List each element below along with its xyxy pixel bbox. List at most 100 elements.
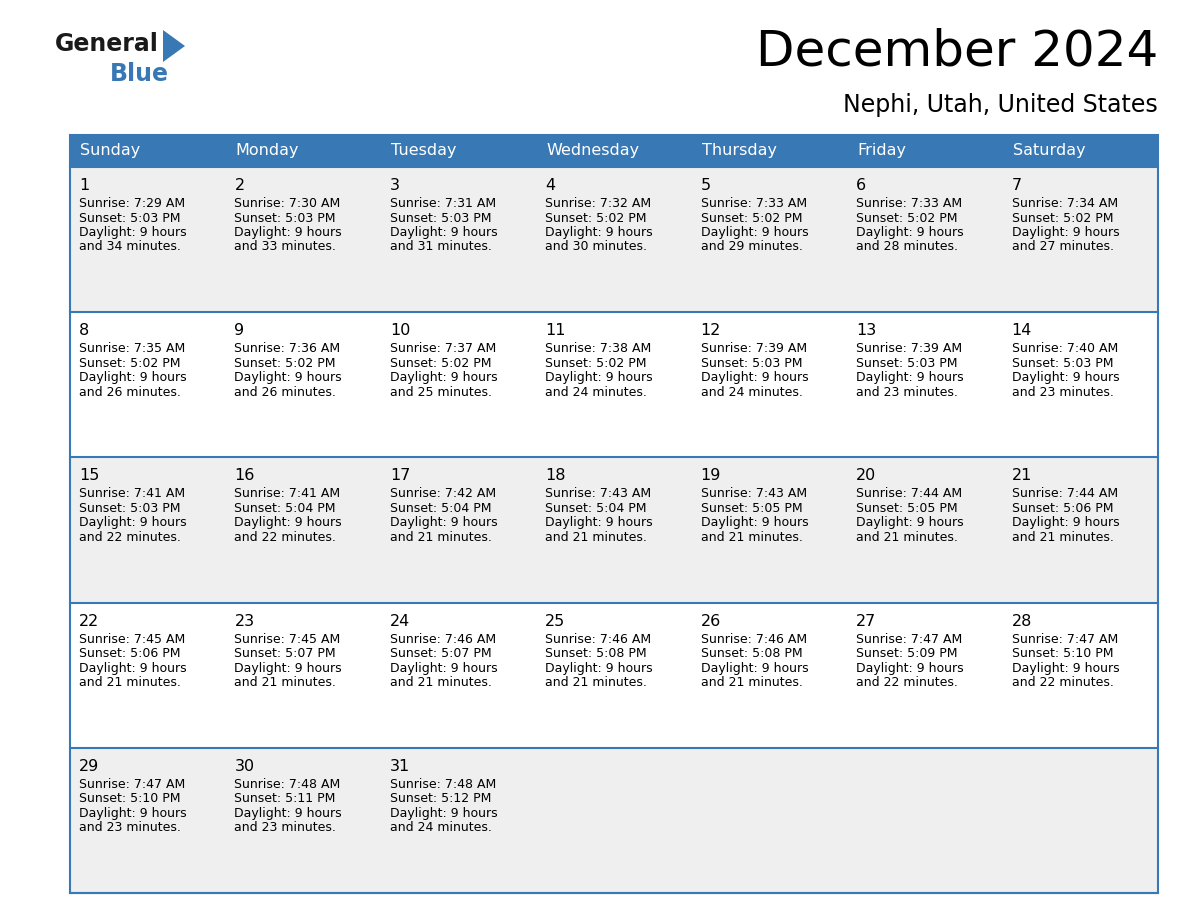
Text: December 2024: December 2024	[756, 28, 1158, 76]
Text: and 23 minutes.: and 23 minutes.	[1011, 386, 1113, 398]
Text: Sunset: 5:02 PM: Sunset: 5:02 PM	[78, 357, 181, 370]
Text: Daylight: 9 hours: Daylight: 9 hours	[234, 371, 342, 385]
Text: and 21 minutes.: and 21 minutes.	[234, 676, 336, 689]
Text: and 25 minutes.: and 25 minutes.	[390, 386, 492, 398]
Text: and 30 minutes.: and 30 minutes.	[545, 241, 647, 253]
Text: Sunset: 5:02 PM: Sunset: 5:02 PM	[1011, 211, 1113, 225]
Text: Sunrise: 7:46 AM: Sunrise: 7:46 AM	[390, 633, 495, 645]
Text: and 23 minutes.: and 23 minutes.	[78, 822, 181, 834]
Text: and 21 minutes.: and 21 minutes.	[78, 676, 181, 689]
Text: 15: 15	[78, 468, 100, 484]
Text: Sunset: 5:08 PM: Sunset: 5:08 PM	[545, 647, 647, 660]
Text: Sunrise: 7:37 AM: Sunrise: 7:37 AM	[390, 342, 497, 355]
Text: and 26 minutes.: and 26 minutes.	[234, 386, 336, 398]
Text: Sunset: 5:11 PM: Sunset: 5:11 PM	[234, 792, 336, 805]
Text: Sunset: 5:02 PM: Sunset: 5:02 PM	[390, 357, 492, 370]
Text: Sunrise: 7:39 AM: Sunrise: 7:39 AM	[701, 342, 807, 355]
Text: 9: 9	[234, 323, 245, 338]
Text: Daylight: 9 hours: Daylight: 9 hours	[857, 226, 963, 239]
Text: Sunset: 5:05 PM: Sunset: 5:05 PM	[701, 502, 802, 515]
Text: Sunrise: 7:43 AM: Sunrise: 7:43 AM	[701, 487, 807, 500]
Text: Friday: Friday	[858, 143, 906, 159]
Text: Daylight: 9 hours: Daylight: 9 hours	[701, 371, 808, 385]
Text: Sunday: Sunday	[80, 143, 140, 159]
Text: Daylight: 9 hours: Daylight: 9 hours	[390, 807, 498, 820]
Text: 19: 19	[701, 468, 721, 484]
Text: Sunrise: 7:31 AM: Sunrise: 7:31 AM	[390, 197, 495, 210]
Text: 23: 23	[234, 613, 254, 629]
Text: 3: 3	[390, 178, 400, 193]
Text: Daylight: 9 hours: Daylight: 9 hours	[78, 226, 187, 239]
Text: 16: 16	[234, 468, 254, 484]
Text: Sunset: 5:07 PM: Sunset: 5:07 PM	[234, 647, 336, 660]
Text: and 26 minutes.: and 26 minutes.	[78, 386, 181, 398]
Text: Sunrise: 7:47 AM: Sunrise: 7:47 AM	[857, 633, 962, 645]
Text: Wednesday: Wednesday	[546, 143, 639, 159]
Text: and 24 minutes.: and 24 minutes.	[701, 386, 803, 398]
Text: Sunset: 5:12 PM: Sunset: 5:12 PM	[390, 792, 491, 805]
Text: Sunrise: 7:30 AM: Sunrise: 7:30 AM	[234, 197, 341, 210]
Text: 20: 20	[857, 468, 877, 484]
Text: Sunset: 5:09 PM: Sunset: 5:09 PM	[857, 647, 958, 660]
Text: 7: 7	[1011, 178, 1022, 193]
Text: 8: 8	[78, 323, 89, 338]
Text: Sunrise: 7:45 AM: Sunrise: 7:45 AM	[234, 633, 341, 645]
Text: and 21 minutes.: and 21 minutes.	[1011, 531, 1113, 543]
Text: 21: 21	[1011, 468, 1032, 484]
Text: Sunset: 5:03 PM: Sunset: 5:03 PM	[390, 211, 492, 225]
Text: General: General	[55, 32, 159, 56]
Text: Daylight: 9 hours: Daylight: 9 hours	[234, 662, 342, 675]
Text: Daylight: 9 hours: Daylight: 9 hours	[78, 371, 187, 385]
Text: Sunset: 5:04 PM: Sunset: 5:04 PM	[545, 502, 646, 515]
Text: 25: 25	[545, 613, 565, 629]
Bar	[70, 602, 1158, 748]
Text: Sunset: 5:02 PM: Sunset: 5:02 PM	[234, 357, 336, 370]
Text: and 23 minutes.: and 23 minutes.	[234, 822, 336, 834]
Text: and 21 minutes.: and 21 minutes.	[390, 676, 492, 689]
Text: Daylight: 9 hours: Daylight: 9 hours	[78, 807, 187, 820]
Text: Sunset: 5:02 PM: Sunset: 5:02 PM	[857, 211, 958, 225]
Text: Sunrise: 7:35 AM: Sunrise: 7:35 AM	[78, 342, 185, 355]
Text: Sunrise: 7:41 AM: Sunrise: 7:41 AM	[78, 487, 185, 500]
Text: Daylight: 9 hours: Daylight: 9 hours	[701, 226, 808, 239]
Text: Daylight: 9 hours: Daylight: 9 hours	[545, 517, 653, 530]
Text: and 24 minutes.: and 24 minutes.	[545, 386, 647, 398]
Text: Sunset: 5:10 PM: Sunset: 5:10 PM	[78, 792, 181, 805]
Text: Daylight: 9 hours: Daylight: 9 hours	[1011, 371, 1119, 385]
Text: Sunrise: 7:47 AM: Sunrise: 7:47 AM	[1011, 633, 1118, 645]
Text: and 21 minutes.: and 21 minutes.	[701, 676, 803, 689]
Text: Daylight: 9 hours: Daylight: 9 hours	[390, 371, 498, 385]
Text: Sunset: 5:08 PM: Sunset: 5:08 PM	[701, 647, 802, 660]
Text: and 23 minutes.: and 23 minutes.	[857, 386, 958, 398]
Text: Daylight: 9 hours: Daylight: 9 hours	[857, 371, 963, 385]
Text: Daylight: 9 hours: Daylight: 9 hours	[545, 226, 653, 239]
Text: 10: 10	[390, 323, 410, 338]
Text: Sunrise: 7:48 AM: Sunrise: 7:48 AM	[390, 778, 497, 790]
Text: Sunset: 5:07 PM: Sunset: 5:07 PM	[390, 647, 492, 660]
Text: Daylight: 9 hours: Daylight: 9 hours	[390, 226, 498, 239]
Text: Daylight: 9 hours: Daylight: 9 hours	[545, 371, 653, 385]
Text: Sunset: 5:03 PM: Sunset: 5:03 PM	[701, 357, 802, 370]
Text: Sunrise: 7:41 AM: Sunrise: 7:41 AM	[234, 487, 341, 500]
Text: and 31 minutes.: and 31 minutes.	[390, 241, 492, 253]
Bar	[70, 167, 1158, 312]
Text: Daylight: 9 hours: Daylight: 9 hours	[1011, 517, 1119, 530]
Text: 14: 14	[1011, 323, 1032, 338]
Text: 2: 2	[234, 178, 245, 193]
Text: Daylight: 9 hours: Daylight: 9 hours	[390, 662, 498, 675]
Text: Daylight: 9 hours: Daylight: 9 hours	[545, 662, 653, 675]
Text: 4: 4	[545, 178, 556, 193]
Text: 5: 5	[701, 178, 710, 193]
Text: Sunrise: 7:44 AM: Sunrise: 7:44 AM	[857, 487, 962, 500]
Text: and 21 minutes.: and 21 minutes.	[701, 531, 803, 543]
Text: Sunrise: 7:42 AM: Sunrise: 7:42 AM	[390, 487, 495, 500]
Text: Sunrise: 7:39 AM: Sunrise: 7:39 AM	[857, 342, 962, 355]
Text: Sunset: 5:06 PM: Sunset: 5:06 PM	[1011, 502, 1113, 515]
Text: Daylight: 9 hours: Daylight: 9 hours	[78, 517, 187, 530]
Text: Saturday: Saturday	[1012, 143, 1085, 159]
Text: Sunrise: 7:34 AM: Sunrise: 7:34 AM	[1011, 197, 1118, 210]
Text: 6: 6	[857, 178, 866, 193]
Text: Sunset: 5:10 PM: Sunset: 5:10 PM	[1011, 647, 1113, 660]
Text: Tuesday: Tuesday	[391, 143, 456, 159]
Text: Blue: Blue	[110, 62, 169, 86]
